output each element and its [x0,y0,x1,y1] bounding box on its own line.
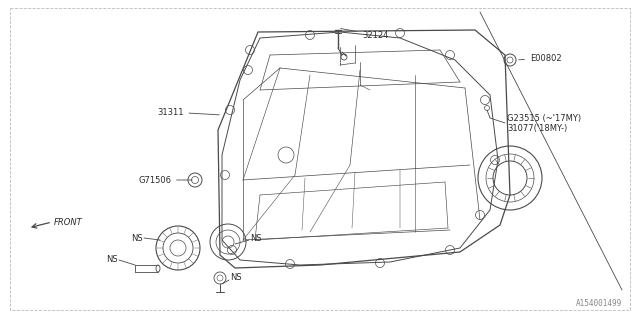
Text: NS: NS [230,274,242,283]
Text: NS: NS [131,234,143,243]
Text: 31311: 31311 [157,108,220,116]
Text: E00802: E00802 [519,53,562,62]
Text: A154001499: A154001499 [576,299,622,308]
Text: 32124: 32124 [340,28,388,39]
Text: NS: NS [250,234,262,243]
Text: NS: NS [106,255,118,265]
Text: FRONT: FRONT [54,218,83,227]
Text: G23515 (~'17MY): G23515 (~'17MY) [507,114,581,123]
Text: 31077('18MY-): 31077('18MY-) [507,124,567,132]
Text: G71506: G71506 [138,175,192,185]
